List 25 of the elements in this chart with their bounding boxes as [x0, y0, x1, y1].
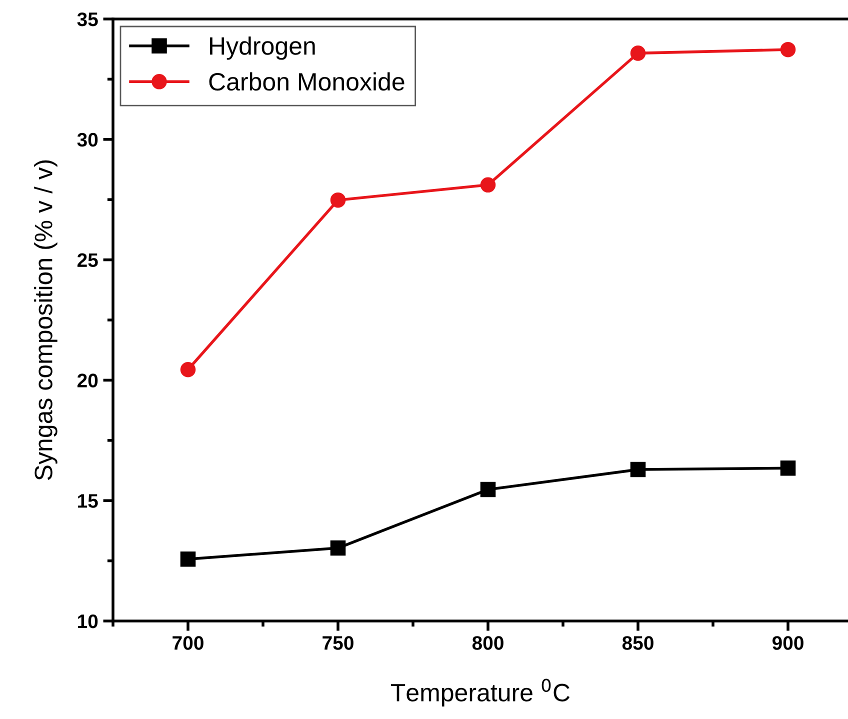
point: [180, 551, 196, 567]
point: [480, 482, 496, 498]
point: [330, 540, 346, 556]
point: [780, 460, 796, 476]
point: [630, 462, 646, 478]
y-tick-label: 35: [77, 12, 98, 26]
x-axis-title: Temperature $^{0}$C: [390, 678, 570, 706]
x-tick-label: 900: [772, 636, 804, 650]
x-tick-label: 750: [322, 636, 354, 650]
point: [180, 362, 196, 378]
y-tick-label: 20: [77, 374, 98, 388]
legend-label: Hydrogen: [210, 36, 315, 60]
x-tick-label: 800: [472, 636, 504, 650]
point: [330, 192, 346, 208]
y-tick-label: 15: [78, 494, 98, 508]
x-tick-label: 700: [172, 636, 204, 650]
point: [780, 42, 796, 58]
y-tick-label: 30: [77, 132, 98, 147]
point: [480, 177, 496, 193]
legend-label: Carbon Monoxide: [209, 72, 404, 91]
x-tick-label: 850: [622, 636, 654, 650]
y-axis-title: Syngas composition (% v / v): [34, 160, 58, 480]
y-tick-label: 25: [77, 253, 98, 268]
y-tick-label: 10: [78, 614, 98, 628]
point: [630, 46, 646, 61]
